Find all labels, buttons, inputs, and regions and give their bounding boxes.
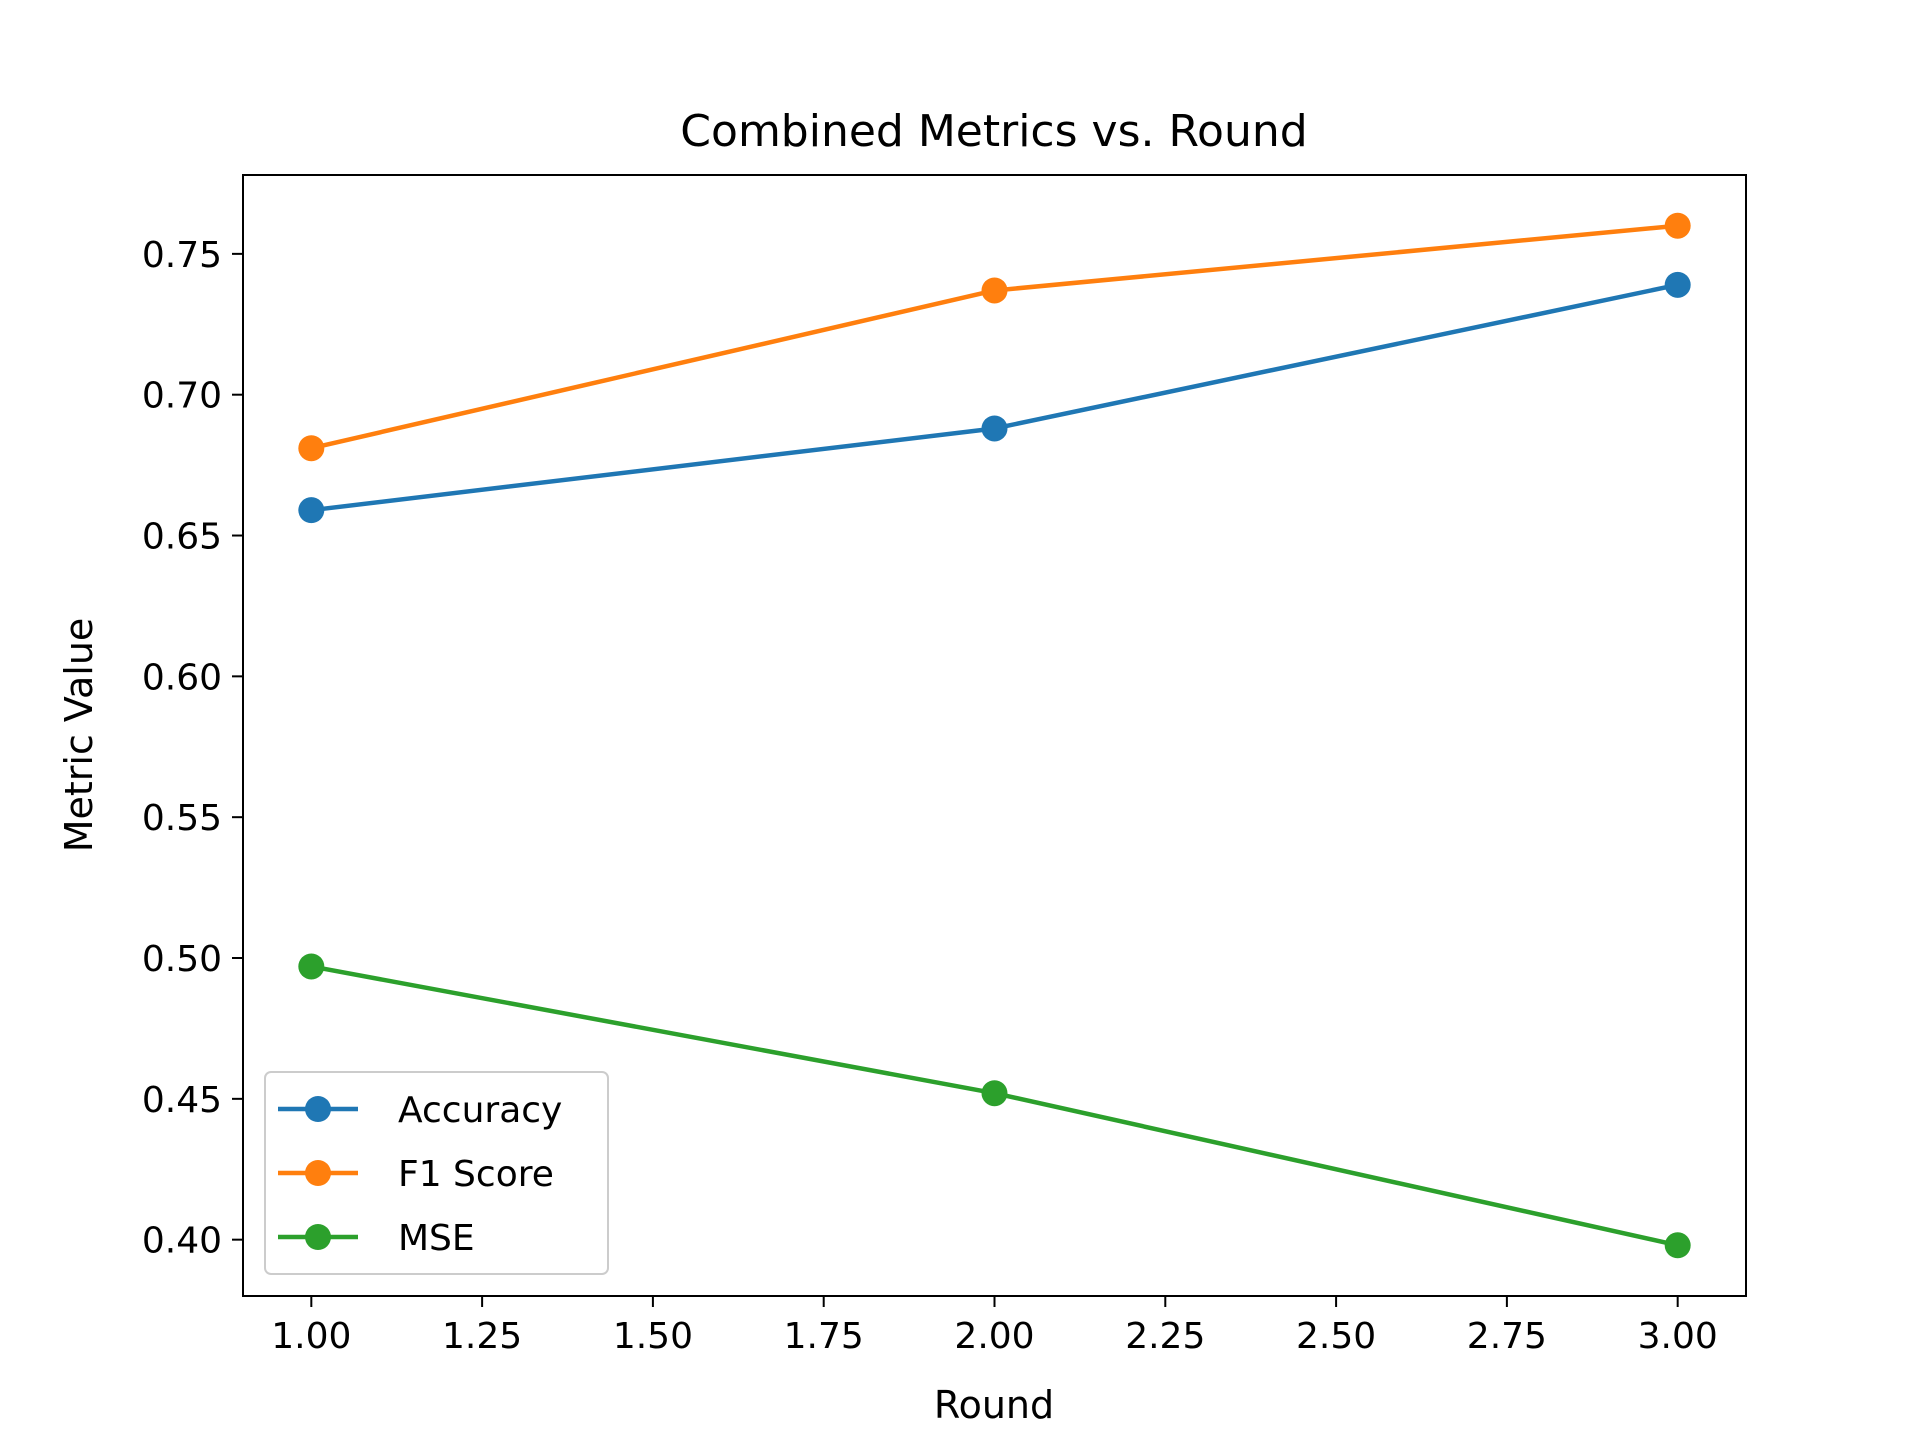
legend: Accuracy F1 Score MSE [264,1071,609,1275]
x-axis-label: Round [934,1383,1054,1427]
x-tick-label: 1.00 [271,1316,351,1357]
x-tick-label: 2.50 [1296,1316,1376,1357]
x-tick-label: 2.25 [1125,1316,1205,1357]
x-tick-label: 2.00 [954,1316,1034,1357]
data-point-f1-score [1664,212,1691,239]
y-tick-label: 0.55 [142,798,222,839]
data-point-accuracy [1664,271,1691,298]
x-tick-label: 1.75 [784,1316,864,1357]
y-tick-label: 0.65 [142,517,222,558]
legend-marker-accuracy [305,1096,331,1122]
data-point-f1-score [298,435,325,462]
legend-label-accuracy: Accuracy [398,1090,562,1131]
x-tick-label: 1.50 [613,1316,693,1357]
data-point-mse [1664,1232,1691,1259]
legend-marker-f1-score [305,1160,331,1186]
y-axis-label: Metric Value [57,618,101,853]
y-tick-label: 0.70 [142,376,222,417]
series-line-f1-score [310,223,1678,451]
legend-marker-mse [305,1224,331,1250]
data-point-mse [981,1080,1008,1107]
legend-box [264,1071,609,1275]
legend-label-f1-score: F1 Score [398,1154,554,1195]
x-tick-label: 3.00 [1638,1316,1718,1357]
series-line-accuracy [311,282,1679,513]
chart-title: Combined Metrics vs. Round [680,106,1307,157]
y-tick-label: 0.75 [142,235,222,276]
plot-area: 1.00 1.25 1.50 1.75 2.00 2.25 2.50 2.75 3.00 0.40… [142,174,1747,1357]
x-tick-label: 1.25 [442,1316,522,1357]
y-tick-label: 0.40 [142,1221,222,1262]
x-tick-label: 2.75 [1467,1316,1547,1357]
y-tick-label: 0.50 [142,939,222,980]
data-point-f1-score [981,277,1008,304]
y-tick-label: 0.60 [142,657,222,698]
data-point-mse [298,953,325,980]
legend-label-mse: MSE [398,1218,475,1259]
y-tick-label: 0.45 [142,1080,222,1121]
data-point-accuracy [981,415,1008,442]
data-point-accuracy [298,497,325,524]
